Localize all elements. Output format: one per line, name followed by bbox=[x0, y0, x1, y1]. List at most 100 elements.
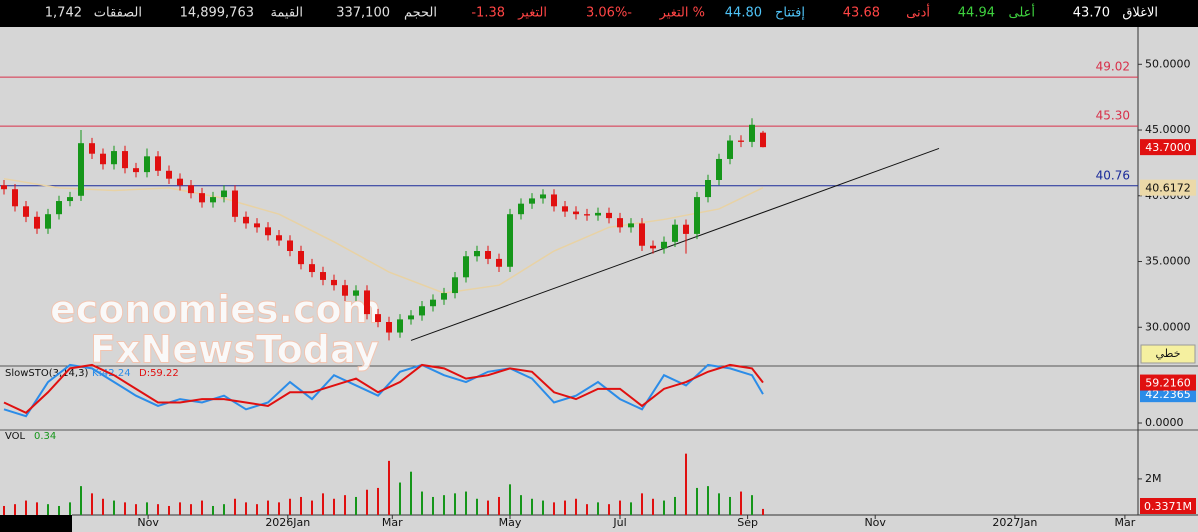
volume-bar bbox=[190, 504, 192, 515]
volume-value: 0.34 bbox=[34, 431, 56, 442]
volume-bar bbox=[443, 495, 445, 515]
volume-bar bbox=[564, 500, 566, 515]
volume-bar bbox=[47, 504, 49, 515]
candle-body bbox=[353, 290, 359, 296]
candle-body bbox=[188, 185, 194, 194]
x-tick-label: May bbox=[499, 516, 522, 529]
candle-body bbox=[496, 258, 502, 267]
candle-body bbox=[221, 190, 227, 198]
volume-bar bbox=[641, 493, 643, 515]
candle-body bbox=[408, 315, 414, 320]
stat-value: 3.06%- bbox=[586, 6, 632, 21]
last-price-label: 43.7000 bbox=[1145, 141, 1191, 154]
x-tick-label: 2027Jan bbox=[992, 516, 1037, 529]
y-tick-label: 0.0000 bbox=[1145, 416, 1184, 429]
candle-body bbox=[606, 212, 612, 219]
volume-bar bbox=[14, 504, 16, 515]
volume-bar bbox=[674, 496, 676, 515]
candle-body bbox=[551, 194, 557, 207]
candle-body bbox=[529, 198, 535, 204]
volume-bar bbox=[542, 500, 544, 515]
candle-body bbox=[155, 156, 161, 171]
ma-value-label-bg bbox=[1140, 179, 1196, 196]
indicator-title: SlowSTO(3,14,3) bbox=[5, 368, 88, 379]
candle-body bbox=[573, 211, 579, 215]
volume-bar bbox=[201, 500, 203, 515]
volume-bar bbox=[685, 453, 687, 515]
level-label: 45.30 bbox=[1096, 109, 1130, 123]
candle-body bbox=[485, 251, 491, 259]
volume-bar bbox=[25, 500, 27, 515]
x-tick-label: Nov bbox=[864, 516, 886, 529]
stat-label: أعلى bbox=[1008, 4, 1035, 21]
candle-body bbox=[133, 168, 139, 173]
x-tick-label: Sep bbox=[737, 516, 758, 529]
candle-body bbox=[628, 223, 634, 228]
volume-bar bbox=[135, 504, 137, 515]
legend-entry: D:59.22 bbox=[139, 368, 179, 379]
volume-bar bbox=[91, 493, 93, 515]
candle-body bbox=[144, 156, 150, 173]
x-tick-label: 2026Jan bbox=[265, 516, 310, 529]
volume-bar bbox=[234, 498, 236, 515]
candle-body bbox=[254, 223, 260, 228]
candle-body bbox=[364, 290, 370, 315]
indicator-value-label-bg bbox=[1140, 374, 1196, 391]
candle-body bbox=[540, 194, 546, 199]
x-tick-label: Jul bbox=[612, 516, 626, 529]
volume-bar bbox=[212, 505, 214, 515]
stat-label: التغير % bbox=[659, 6, 705, 21]
stat-label: إفتتاح bbox=[775, 6, 805, 21]
volume-bar bbox=[520, 495, 522, 515]
volume-bar bbox=[630, 502, 632, 515]
last-price-label-bg bbox=[1140, 139, 1196, 156]
y-tick-label: 35.0000 bbox=[1145, 255, 1191, 268]
volume-bar bbox=[729, 496, 731, 515]
volume-bar bbox=[388, 460, 390, 515]
candle-body bbox=[166, 170, 172, 179]
volume-bar bbox=[36, 502, 38, 515]
candle-body bbox=[199, 193, 205, 203]
candle-body bbox=[595, 212, 601, 216]
candle-body bbox=[463, 256, 469, 278]
candle-body bbox=[507, 214, 513, 267]
candle-body bbox=[452, 277, 458, 294]
volume-bar bbox=[465, 491, 467, 515]
indicator-value-label: 59.2160 bbox=[1145, 377, 1191, 390]
chart-type-button-bg[interactable] bbox=[1140, 344, 1196, 364]
candle-body bbox=[441, 293, 447, 300]
volume-bar bbox=[718, 493, 720, 515]
candle-body bbox=[518, 203, 524, 215]
volume-bar bbox=[399, 482, 401, 515]
candle-body bbox=[738, 140, 744, 142]
candle-body bbox=[111, 151, 117, 165]
candle-body bbox=[12, 189, 18, 207]
volume-title: VOL bbox=[5, 431, 26, 442]
volume-bar bbox=[80, 486, 82, 515]
candle-body bbox=[67, 197, 73, 202]
ma-value-label: 40.6172 bbox=[1145, 182, 1191, 195]
candle-body bbox=[562, 206, 568, 212]
volume-bar bbox=[146, 502, 148, 515]
stat-value: 1,742 bbox=[45, 6, 82, 21]
stat-label: التغير bbox=[517, 6, 547, 21]
stat-label: الصفقات bbox=[94, 6, 142, 21]
volume-bar bbox=[498, 496, 500, 515]
volume-bar bbox=[256, 504, 258, 515]
volume-bar bbox=[377, 487, 379, 515]
candle-body bbox=[419, 306, 425, 316]
chart-bg bbox=[0, 27, 1198, 532]
volume-bar bbox=[311, 500, 313, 515]
volume-bar bbox=[300, 496, 302, 515]
volume-bar bbox=[102, 498, 104, 515]
chart-type-button[interactable]: خطي bbox=[1156, 347, 1181, 360]
volume-bar bbox=[344, 495, 346, 515]
volume-bar bbox=[487, 500, 489, 515]
level-label: 40.76 bbox=[1096, 168, 1130, 182]
candle-body bbox=[210, 197, 216, 203]
candle-body bbox=[1, 185, 7, 190]
candle-body bbox=[694, 197, 700, 234]
volume-bar bbox=[509, 484, 511, 515]
